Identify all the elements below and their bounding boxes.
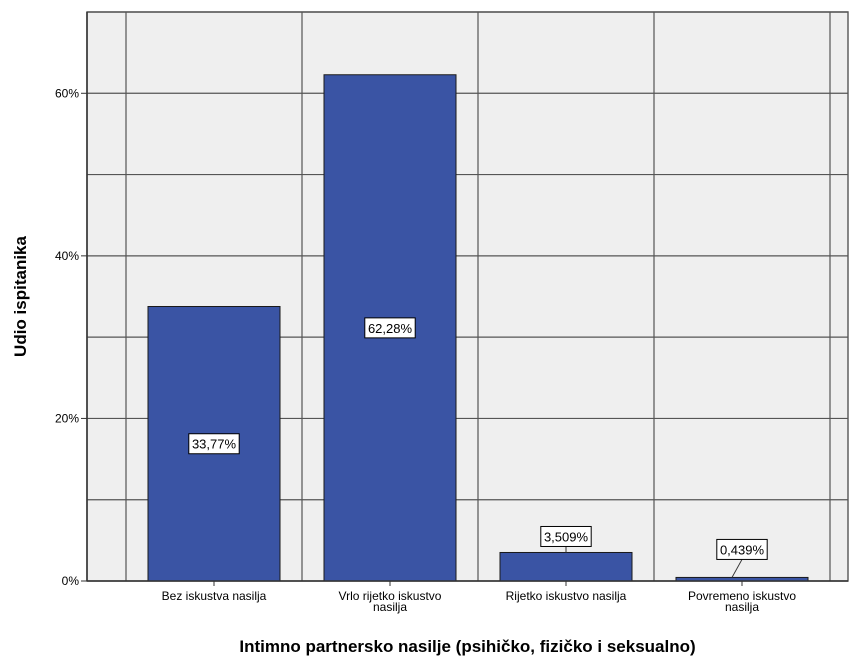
x-axis-title: Intimno partnersko nasilje (psihičko, fi… bbox=[239, 637, 695, 656]
data-label: 0,439% bbox=[720, 542, 765, 557]
data-label-box bbox=[364, 317, 416, 339]
data-label: 62,28% bbox=[368, 321, 413, 336]
x-tick-label-line: Rijetko iskustvo nasilja bbox=[506, 589, 627, 603]
bar bbox=[323, 74, 457, 582]
y-tick-label: 20% bbox=[55, 411, 79, 425]
y-tick-label: 60% bbox=[55, 86, 79, 100]
x-tick-label-line: Povremeno iskustvo bbox=[688, 589, 796, 603]
data-label-box bbox=[716, 538, 768, 560]
y-tick-label: 40% bbox=[55, 249, 79, 263]
data-labels: 33,77% 62,28% 3,509% 0,439% bbox=[188, 317, 768, 578]
x-tick-label-line: nasilja bbox=[725, 600, 759, 614]
x-tick-label-line: Bez iskustva nasilja bbox=[162, 589, 267, 603]
bar bbox=[499, 551, 633, 582]
axes: 0% 20% 40% 60% Bez iskustva nasilja Vrlo rije… bbox=[55, 12, 848, 614]
x-tick-label-line: nasilja bbox=[373, 600, 407, 614]
data-label: 33,77% bbox=[192, 437, 237, 452]
x-tick-label: Rijetko iskustvo nasilja bbox=[506, 589, 627, 603]
y-axis-title: Udio ispitanika bbox=[11, 236, 30, 357]
x-tick-label: Bez iskustva nasilja bbox=[162, 589, 267, 603]
bars bbox=[147, 74, 809, 582]
data-label: 3,509% bbox=[544, 529, 589, 544]
data-label-box bbox=[540, 525, 592, 547]
y-tick-label: 0% bbox=[62, 574, 80, 588]
data-label-box bbox=[188, 433, 240, 455]
x-tick-label-line: Vrlo rijetko iskustvo bbox=[339, 589, 442, 603]
x-tick-label: Vrlo rijetko iskustvo nasilja bbox=[339, 589, 442, 614]
data-label-leader bbox=[731, 559, 743, 578]
x-tick-label: Povremeno iskustvo nasilja bbox=[688, 589, 796, 614]
